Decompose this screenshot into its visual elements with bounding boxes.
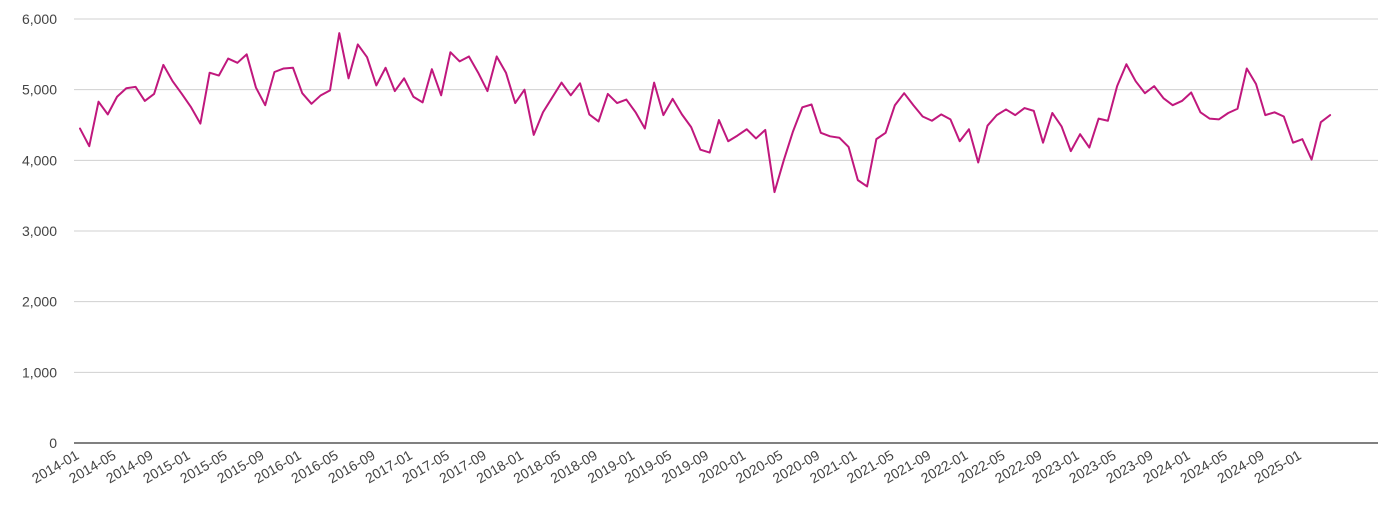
y-tick-label: 2,000 — [22, 294, 57, 310]
y-tick-label: 1,000 — [22, 364, 57, 380]
y-tick-label: 4,000 — [22, 152, 57, 168]
x-axis-tick-labels: 2014-012014-052014-092015-012015-052015-… — [29, 447, 1304, 487]
y-tick-label: 6,000 — [22, 11, 57, 27]
series-layer — [79, 32, 1332, 194]
grid-layer — [74, 18, 1378, 373]
y-tick-label: 5,000 — [22, 82, 57, 98]
y-tick-label: 3,000 — [22, 223, 57, 239]
y-axis-tick-labels: 0 1,000 2,000 3,000 4,000 5,000 6,000 — [22, 11, 57, 451]
series-line-0 — [79, 32, 1332, 194]
y-tick-label: 0 — [49, 435, 57, 451]
